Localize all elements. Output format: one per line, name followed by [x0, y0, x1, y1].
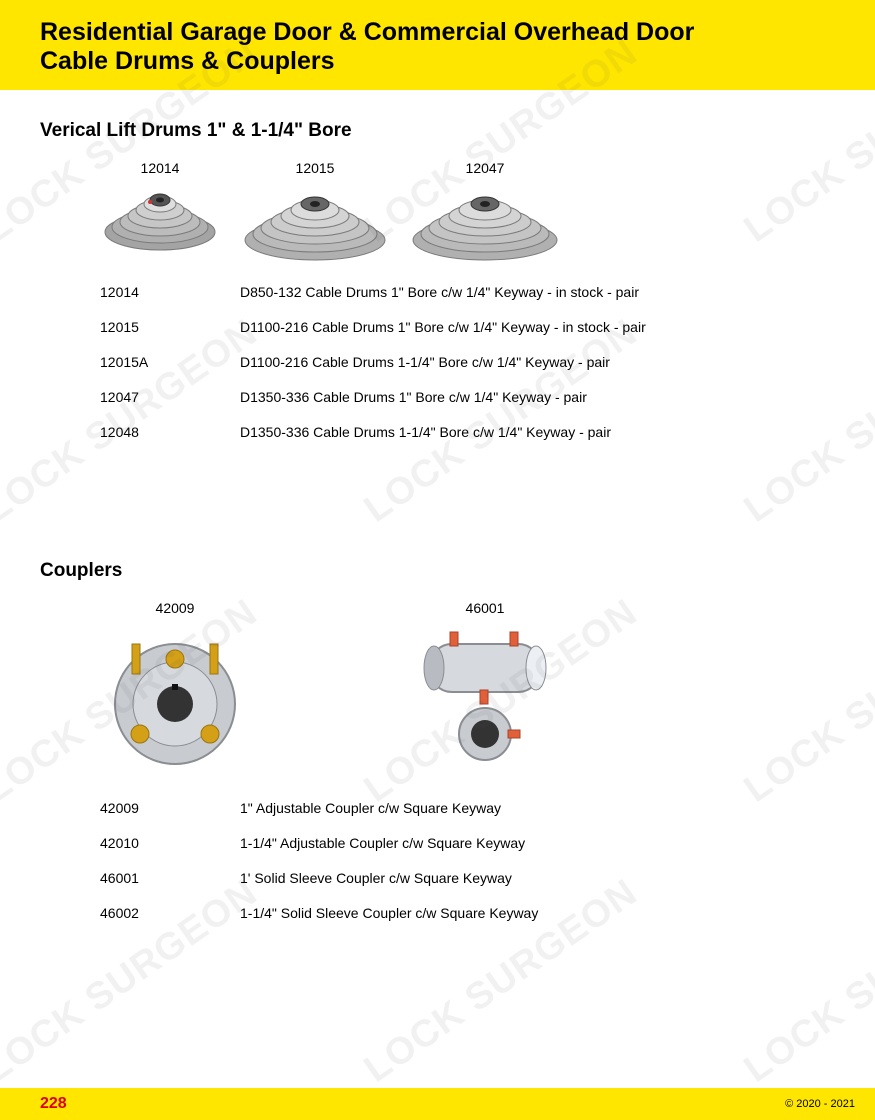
page-content: Verical Lift Drums 1" & 1-1/4" Bore 1201… [0, 90, 875, 921]
adjustable-coupler-icon [100, 624, 250, 774]
sku-cell: 12015A [100, 354, 180, 370]
sku-cell: 12047 [100, 389, 180, 405]
desc-cell: D1100-216 Cable Drums 1-1/4" Bore c/w 1/… [240, 354, 610, 370]
drum-item-12015: 12015 [240, 160, 390, 262]
drum-label: 12014 [100, 160, 220, 176]
drum-label: 12047 [410, 160, 560, 176]
coupler-images-row: 42009 46 [100, 600, 835, 774]
section-title-drums: Verical Lift Drums 1" & 1-1/4" Bore [40, 120, 835, 142]
desc-cell: D1350-336 Cable Drums 1" Bore c/w 1/4" K… [240, 389, 587, 405]
desc-cell: 1-1/4" Solid Sleeve Coupler c/w Square K… [240, 905, 538, 921]
drum-images-row: 12014 12015 [100, 160, 835, 262]
drum-item-12014: 12014 [100, 160, 220, 252]
page-title-line1: Residential Garage Door & Commercial Ove… [40, 18, 694, 46]
sku-cell: 46002 [100, 905, 180, 921]
table-row: 46002 1-1/4" Solid Sleeve Coupler c/w Sq… [100, 905, 835, 921]
sku-cell: 12014 [100, 284, 180, 300]
desc-cell: 1' Solid Sleeve Coupler c/w Square Keywa… [240, 870, 512, 886]
page-number: 228 [40, 1095, 67, 1113]
table-row: 12048 D1350-336 Cable Drums 1-1/4" Bore … [100, 424, 835, 440]
drum-item-12047: 12047 [410, 160, 560, 262]
desc-cell: D850-132 Cable Drums 1" Bore c/w 1/4" Ke… [240, 284, 639, 300]
coupler-label: 46001 [410, 600, 560, 616]
page-footer: 228 © 2020 - 2021 [0, 1088, 875, 1120]
coupler-item-42009: 42009 [100, 600, 250, 774]
cable-drum-icon [240, 182, 390, 262]
table-row: 12015A D1100-216 Cable Drums 1-1/4" Bore… [100, 354, 835, 370]
desc-cell: 1-1/4" Adjustable Coupler c/w Square Key… [240, 835, 525, 851]
page-header: Residential Garage Door & Commercial Ove… [0, 0, 875, 90]
sku-cell: 46001 [100, 870, 180, 886]
copyright-text: © 2020 - 2021 [785, 1098, 855, 1110]
coupler-label: 42009 [100, 600, 250, 616]
table-row: 42010 1-1/4" Adjustable Coupler c/w Squa… [100, 835, 835, 851]
drum-label: 12015 [240, 160, 390, 176]
desc-cell: 1" Adjustable Coupler c/w Square Keyway [240, 800, 501, 816]
section-title-couplers: Couplers [40, 560, 835, 582]
drums-parts-table: 12014 D850-132 Cable Drums 1" Bore c/w 1… [100, 284, 835, 440]
sku-cell: 12048 [100, 424, 180, 440]
page-title-line2: Cable Drums & Couplers [40, 47, 335, 75]
sleeve-coupler-icon [410, 624, 560, 774]
sku-cell: 42009 [100, 800, 180, 816]
desc-cell: D1350-336 Cable Drums 1-1/4" Bore c/w 1/… [240, 424, 611, 440]
couplers-parts-table: 42009 1" Adjustable Coupler c/w Square K… [100, 800, 835, 921]
table-row: 46001 1' Solid Sleeve Coupler c/w Square… [100, 870, 835, 886]
coupler-item-46001: 46001 [410, 600, 560, 774]
page-title: Residential Garage Door & Commercial Ove… [40, 18, 835, 76]
cable-drum-icon [100, 182, 220, 252]
sku-cell: 12015 [100, 319, 180, 335]
table-row: 12015 D1100-216 Cable Drums 1" Bore c/w … [100, 319, 835, 335]
table-row: 12047 D1350-336 Cable Drums 1" Bore c/w … [100, 389, 835, 405]
couplers-section: Couplers 42009 [40, 560, 835, 921]
desc-cell: D1100-216 Cable Drums 1" Bore c/w 1/4" K… [240, 319, 646, 335]
sku-cell: 42010 [100, 835, 180, 851]
table-row: 42009 1" Adjustable Coupler c/w Square K… [100, 800, 835, 816]
cable-drum-icon [410, 182, 560, 262]
table-row: 12014 D850-132 Cable Drums 1" Bore c/w 1… [100, 284, 835, 300]
